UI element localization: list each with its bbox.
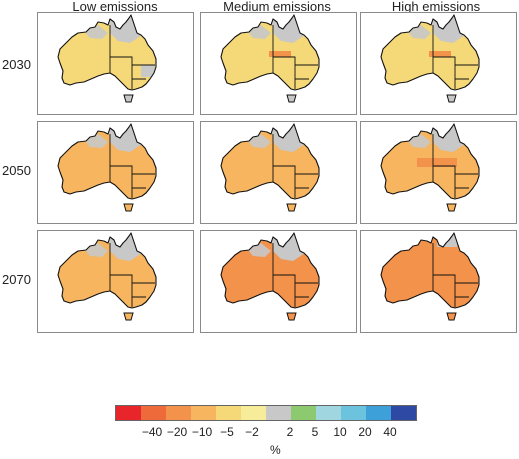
map-panel-2050-high bbox=[360, 121, 517, 224]
legend-tick: −10 bbox=[191, 425, 213, 439]
legend-swatch bbox=[191, 406, 216, 420]
map-panel-2030-low bbox=[37, 12, 194, 115]
legend-tick: 10 bbox=[333, 425, 347, 439]
legend-swatch bbox=[366, 406, 391, 420]
legend-tick-labels: −40 −20 −10 −5 −2 2 5 10 20 40 bbox=[115, 425, 417, 441]
legend-tick: 20 bbox=[358, 425, 372, 439]
column-header-low-emissions: Low emissions bbox=[72, 0, 158, 14]
map-panel-2070-high bbox=[360, 230, 517, 333]
legend-swatch bbox=[216, 406, 241, 420]
legend-tick: −40 bbox=[141, 425, 163, 439]
row-label-2070: 2070 bbox=[2, 272, 31, 287]
legend-unit-label: % bbox=[270, 443, 281, 457]
legend-tick: −5 bbox=[220, 425, 234, 439]
map-panel-2070-medium bbox=[200, 230, 357, 333]
color-legend: −40 −20 −10 −5 −2 2 5 10 20 40 bbox=[115, 405, 417, 441]
legend-swatch bbox=[166, 406, 191, 420]
legend-swatch bbox=[291, 406, 316, 420]
map-panel-2030-high bbox=[360, 12, 517, 115]
column-header-medium-emissions: Medium emissions bbox=[223, 0, 331, 14]
legend-swatch bbox=[266, 406, 291, 420]
legend-tick: 40 bbox=[383, 425, 397, 439]
map-panel-2050-low bbox=[37, 121, 194, 224]
legend-swatch bbox=[316, 406, 341, 420]
map-panel-2070-low bbox=[37, 230, 194, 333]
legend-tick: −20 bbox=[166, 425, 188, 439]
legend-swatch bbox=[141, 406, 166, 420]
legend-tick: −2 bbox=[245, 425, 259, 439]
legend-swatch bbox=[241, 406, 266, 420]
legend-tick: 5 bbox=[311, 425, 319, 439]
legend-swatch bbox=[116, 406, 141, 420]
row-label-2030: 2030 bbox=[2, 57, 31, 72]
legend-swatch bbox=[391, 406, 416, 420]
row-label-2050: 2050 bbox=[2, 163, 31, 178]
map-panel-2050-medium bbox=[200, 121, 357, 224]
legend-swatch bbox=[341, 406, 366, 420]
legend-color-bar bbox=[115, 405, 417, 421]
legend-tick: 2 bbox=[286, 425, 294, 439]
map-panel-2030-medium bbox=[200, 12, 357, 115]
column-header-high-emissions: High emissions bbox=[391, 0, 481, 14]
